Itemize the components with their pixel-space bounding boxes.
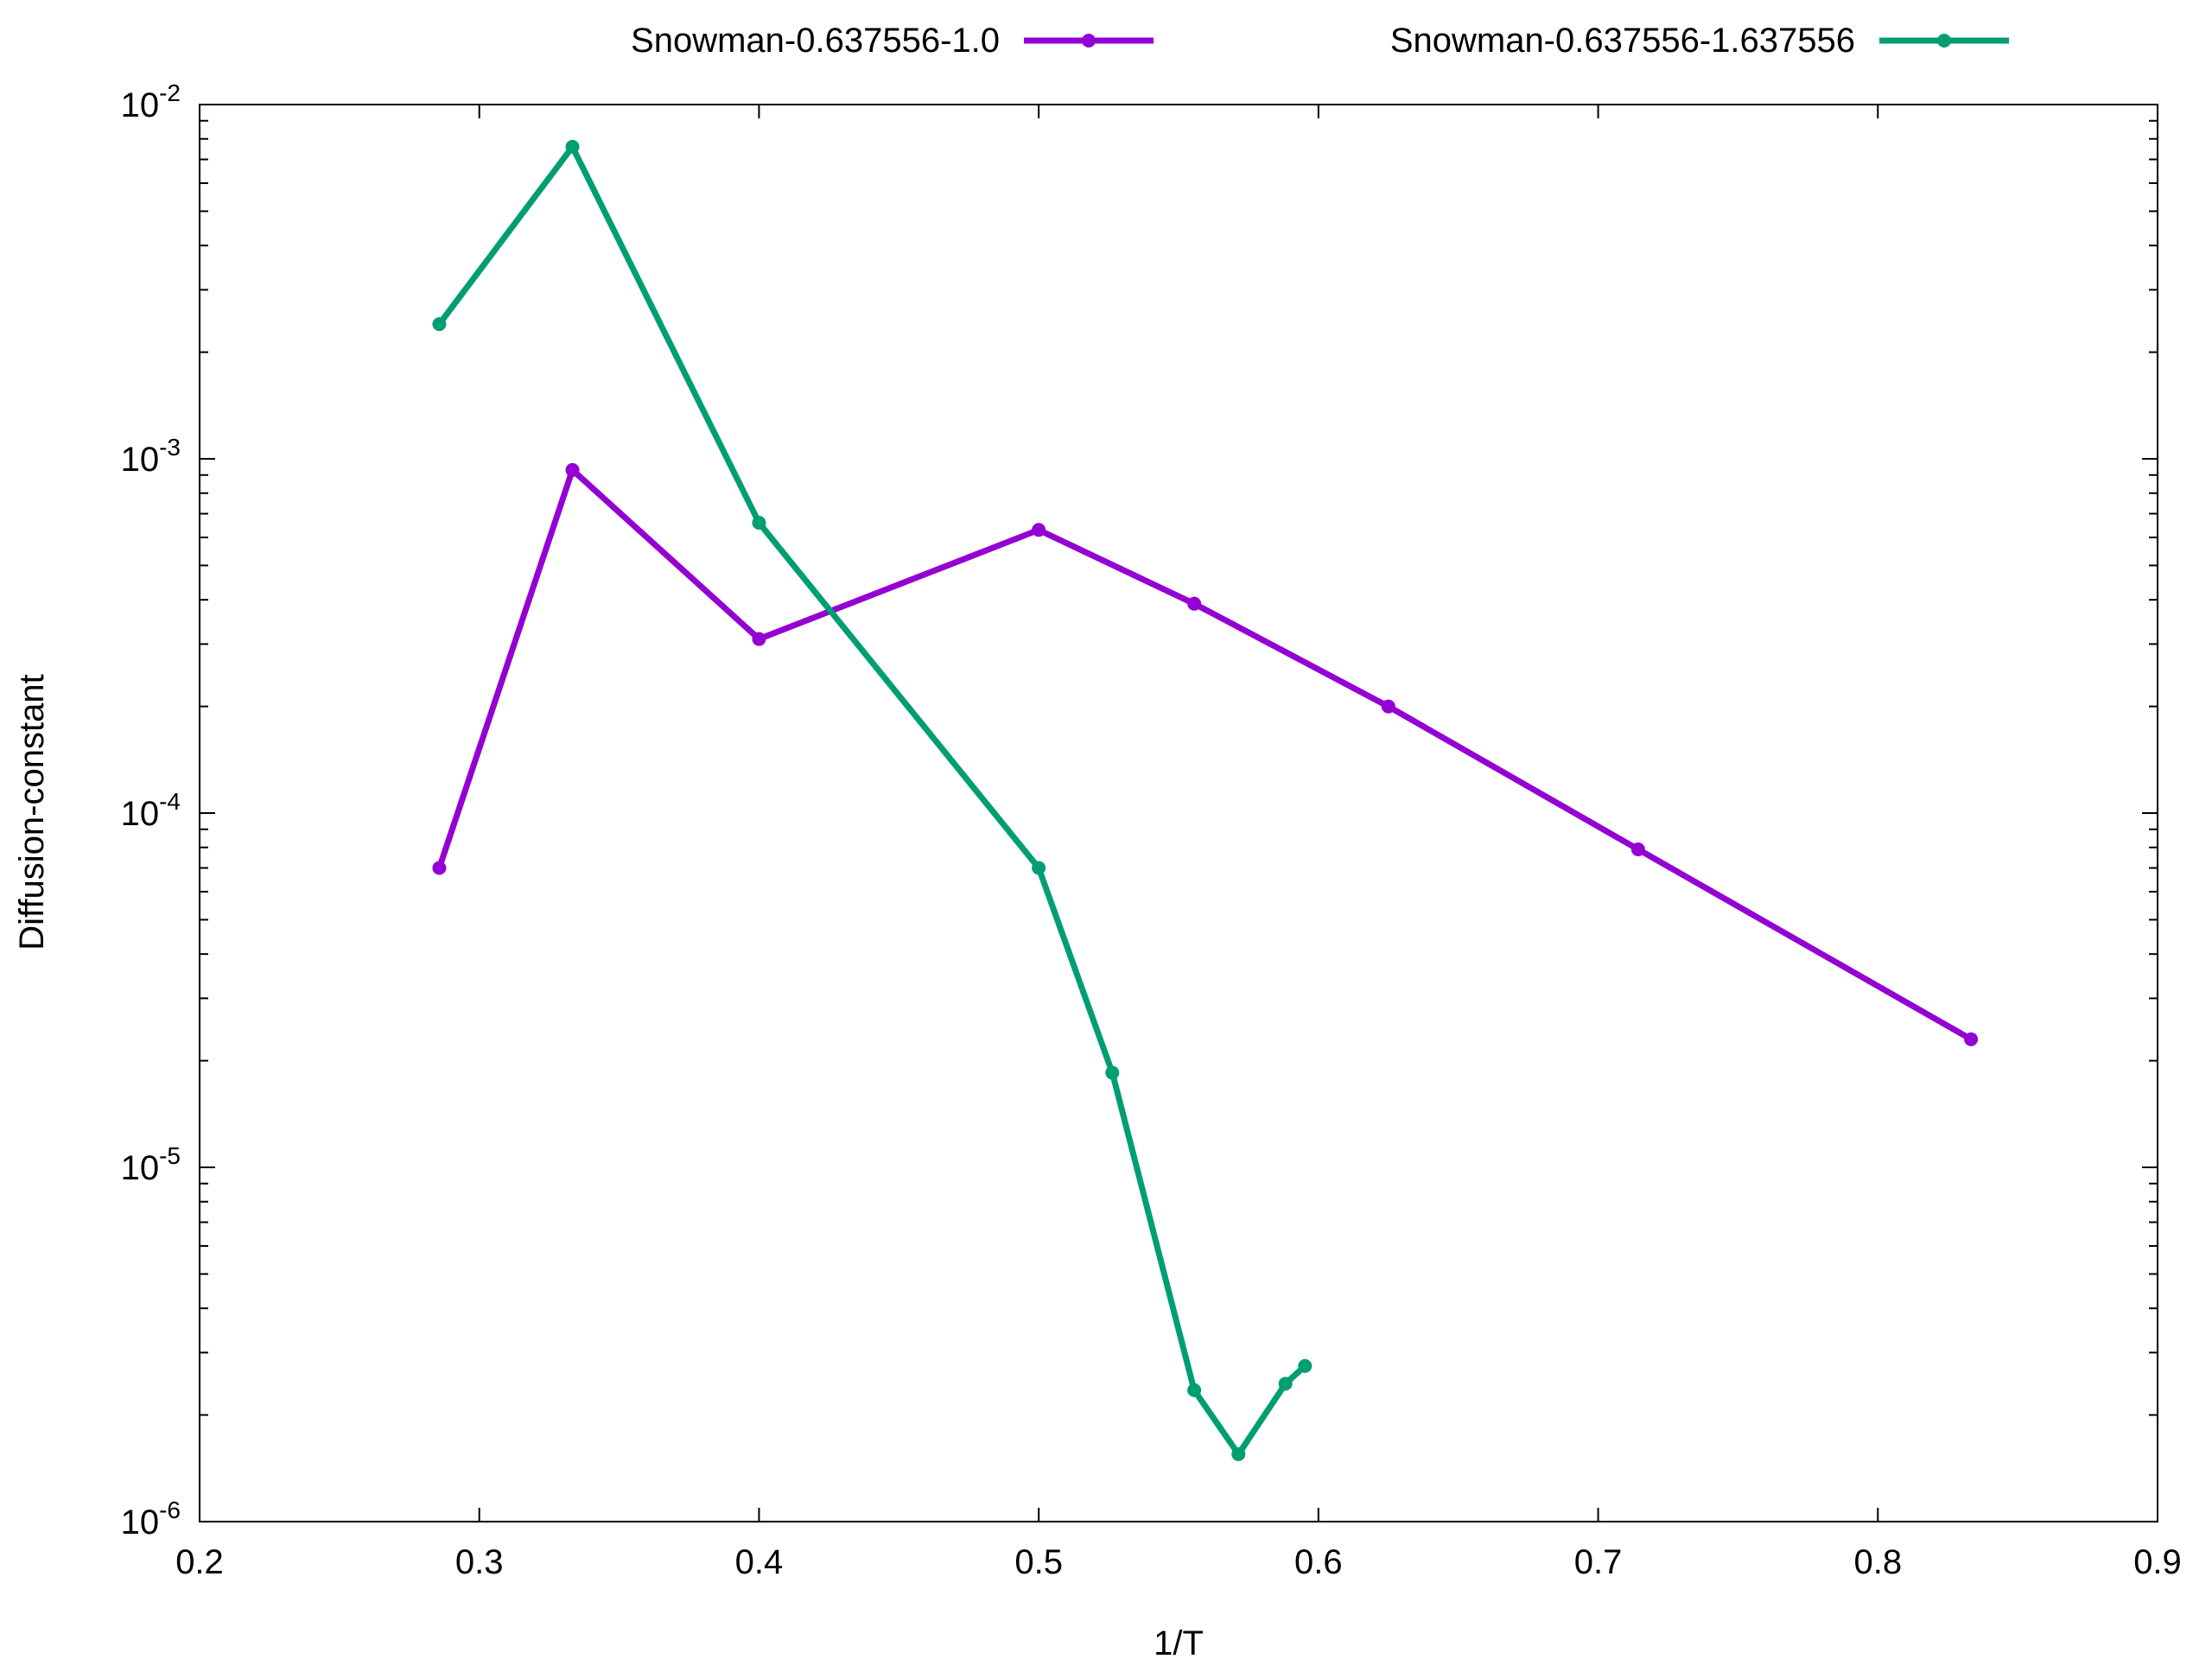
x-tick-label: 0.7 [1574,1543,1623,1581]
data-point-series-1 [1630,842,1645,856]
data-point-series-2 [752,515,766,530]
series-layer [432,139,1979,1461]
y-tick-label-exponent: -6 [159,1497,181,1523]
y-axis-title: Diffusion-constant [13,674,51,950]
y-tick-label-exponent: -5 [159,1142,181,1169]
y-tick-label-exponent: -3 [159,434,181,461]
data-point-series-2 [1231,1446,1246,1461]
data-point-series-2 [1278,1376,1293,1391]
data-point-series-2 [565,139,580,154]
data-point-series-2 [1105,1065,1120,1080]
data-point-series-1 [1964,1032,1979,1046]
data-point-series-1 [1187,596,1202,611]
y-tick-label-exponent: -2 [159,79,181,106]
data-point-series-1 [565,462,580,477]
x-axis-title: 1/T [1154,1624,1204,1659]
data-point-series-2 [1187,1382,1202,1397]
x-tick-label: 0.4 [735,1543,784,1581]
y-tick-label-base: 10 [121,795,160,833]
legend-marker-series-2 [1937,34,1951,48]
data-point-series-1 [1032,523,1046,537]
y-tick-label-base: 10 [121,1503,160,1541]
ticks-layer [199,104,2158,1522]
series-line-1 [436,467,1973,1042]
data-point-series-1 [1381,699,1395,714]
y-tick-label-exponent: -4 [159,788,181,815]
y-tick-label: 10-6 [121,1497,181,1541]
legend-marker-series-1 [1082,34,1096,48]
data-point-series-2 [432,317,447,332]
legend-label-series-1: Snowman-0.637556-1.0 [631,22,1000,60]
x-tick-label: 0.2 [175,1543,224,1581]
x-tick-label: 0.3 [455,1543,504,1581]
y-tick-label-base: 10 [121,86,160,124]
data-point-series-2 [1298,1358,1313,1373]
tick-labels-layer: 0.2 0.3 0.4 0.5 0.6 0.7 0.8 0.910-610-510-410-3… [121,79,2182,1581]
x-tick-label: 0.6 [1294,1543,1343,1581]
legend-label-series-2: Snowman-0.637556-1.637556 [1390,22,1855,60]
y-tick-label: 10-4 [121,788,181,833]
plot-frame [199,104,2158,1522]
y-tick-label: 10-5 [121,1142,181,1187]
data-point-series-1 [752,632,766,646]
x-tick-label: 0.9 [2133,1543,2182,1581]
y-tick-label-base: 10 [121,441,160,479]
data-point-series-1 [432,861,447,875]
x-tick-label: 0.5 [1014,1543,1063,1581]
y-tick-label: 10-3 [121,434,181,479]
data-point-series-2 [1032,861,1046,875]
x-tick-label: 0.8 [1853,1543,1902,1581]
legend: Snowman-0.637556-1.0 Snowman-0.637556-1.… [631,22,2009,60]
y-tick-label: 10-2 [121,79,181,124]
y-tick-label-base: 10 [121,1149,160,1187]
